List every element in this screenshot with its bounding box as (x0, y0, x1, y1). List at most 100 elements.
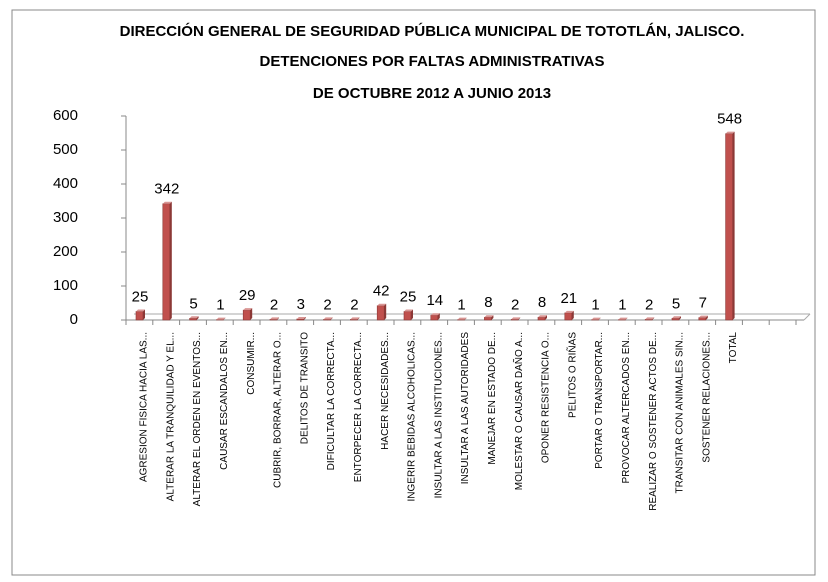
bar-top (645, 317, 655, 320)
floor-edge (803, 313, 811, 321)
chart-title: DE OCTUBRE 2012 A JUNIO 2013 (313, 85, 551, 102)
chart-frame (11, 9, 816, 576)
bar (350, 319, 358, 321)
y-tick-label: 300 (53, 209, 78, 226)
bar-side (143, 309, 145, 320)
y-tick-label: 500 (53, 141, 78, 158)
bar-top (511, 317, 521, 320)
bar (564, 312, 573, 321)
bar (135, 311, 144, 321)
bar-top (564, 310, 574, 313)
value-label: 1 (591, 297, 599, 314)
x-tick-label: AGRESION FISICA HACIA LAS... (139, 332, 150, 482)
bar-top (698, 315, 708, 318)
value-label: 2 (645, 296, 653, 313)
bar-side (277, 317, 279, 320)
bar-side (598, 317, 601, 320)
x-tick-label: INSULTAR A LAS AUTORIDADES (460, 332, 471, 485)
bar (323, 319, 331, 321)
bar (296, 318, 305, 321)
value-label: 1 (457, 297, 465, 314)
bar (376, 305, 385, 321)
value-label: 1 (216, 297, 224, 314)
x-tick-label: REALIZAR O SOSTENER ACTOS DE... (648, 332, 659, 511)
bar (189, 317, 197, 321)
bar-top (136, 309, 145, 312)
bar-top (243, 308, 253, 311)
bar-side (169, 201, 172, 320)
x-tick-label: ENTORPECER LA CORRECTA... (353, 332, 364, 482)
x-tick-label: MANEJAR EN ESTADO DE... (487, 332, 498, 465)
bar-top (591, 317, 601, 320)
bar-side (625, 317, 628, 320)
bar-side (518, 317, 521, 320)
x-tick-label: ALTERAR LA TRANQUILIDAD Y EL... (165, 332, 176, 501)
bar-side (196, 316, 199, 320)
x-tick-label: TOTAL (728, 332, 739, 364)
x-tick-label: DELITOS DE TRANSITO (299, 332, 310, 444)
bar (403, 311, 412, 321)
bar-side (384, 303, 387, 320)
bar-side (303, 316, 306, 320)
x-tick-label: CONSUMIR... (246, 332, 257, 395)
value-label: 342 (154, 181, 179, 198)
bar (698, 317, 707, 321)
value-label: 25 (132, 288, 149, 305)
bar-top (725, 131, 735, 134)
bar-top (404, 309, 413, 312)
value-label: 2 (511, 296, 519, 313)
bar-top (189, 316, 199, 319)
value-label: 21 (560, 290, 577, 307)
bar (430, 314, 439, 321)
bar-side (545, 315, 547, 320)
value-label: 548 (717, 111, 742, 128)
bar-top (484, 315, 494, 318)
bar (269, 319, 278, 321)
bar-side (411, 309, 413, 320)
x-tick-label: HACER NECESIDADES... (380, 332, 391, 450)
value-label: 8 (538, 294, 546, 311)
value-label: 42 (373, 283, 390, 300)
bar-top (538, 315, 547, 318)
y-tick-label: 200 (53, 243, 78, 260)
bar-side (330, 317, 333, 320)
bar-side (223, 317, 226, 320)
bar-top (457, 317, 467, 320)
bar-top (618, 317, 628, 320)
bar-side (464, 317, 467, 320)
value-label: 3 (297, 296, 305, 313)
value-label: 29 (239, 287, 256, 304)
chart-title: DIRECCIÓN GENERAL DE SEGURIDAD PÚBLICA M… (120, 22, 745, 40)
bar (671, 317, 680, 321)
x-tick-label: PORTAR O TRANSPORTAR... (594, 332, 605, 469)
bar-side (652, 317, 655, 320)
value-label: 14 (426, 292, 443, 309)
bar (725, 133, 733, 321)
y-tick-label: 100 (53, 277, 78, 294)
chart-title: DETENCIONES POR FALTAS ADMINISTRATIVAS (259, 53, 604, 70)
value-label: 2 (350, 296, 358, 313)
value-label: 25 (400, 288, 417, 305)
bar (510, 319, 519, 321)
bar-side (491, 315, 494, 320)
bar-top (430, 313, 440, 316)
value-label: 5 (672, 295, 680, 312)
bar-top (270, 317, 279, 320)
bar-top (162, 201, 172, 204)
bar (484, 316, 492, 321)
bar-top (216, 317, 226, 320)
bar-top (296, 316, 306, 319)
x-tick-label: CUBRIR, BORRAR, ALTERAR O... (273, 332, 284, 488)
bar-side (705, 315, 708, 320)
value-label: 2 (270, 296, 278, 313)
y-tick-label: 0 (70, 311, 78, 328)
x-tick-label: ALTERAR EL ORDEN EN EVENTOS... (192, 332, 203, 506)
bar-side (250, 308, 253, 320)
bar-side (732, 131, 735, 320)
x-tick-label: DIFICULTAR LA CORRECTA... (326, 332, 337, 470)
bar (537, 316, 546, 321)
x-tick-label: INSULTAR A LAS INSTITUCIONES... (433, 332, 444, 498)
bar-side (571, 310, 574, 320)
x-tick-label: MOLESTAR O CAUSAR DAÑO A... (512, 332, 525, 490)
